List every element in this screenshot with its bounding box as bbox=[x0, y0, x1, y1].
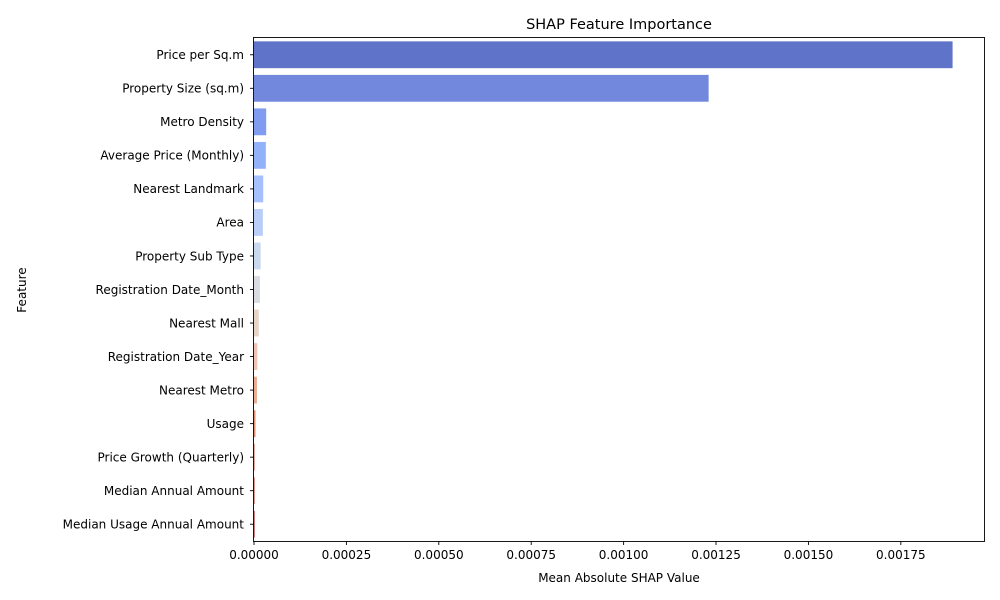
y-tick-label: Nearest Landmark bbox=[133, 182, 244, 196]
y-tick-label: Average Price (Monthly) bbox=[100, 149, 244, 163]
y-tick-label: Registration Date_Month bbox=[96, 283, 244, 297]
x-axis-title: Mean Absolute SHAP Value bbox=[538, 571, 700, 585]
x-tick-label: 0.00000 bbox=[229, 548, 279, 562]
bar-14 bbox=[254, 510, 255, 538]
y-tick-label: Price per Sq.m bbox=[156, 48, 244, 62]
y-tick-labels: Price per Sq.m Property Size (sq.m) Metro … bbox=[63, 48, 254, 532]
x-tick-label: 0.00050 bbox=[414, 548, 464, 562]
y-tick-label: Usage bbox=[207, 417, 244, 431]
y-tick-label: Property Size (sq.m) bbox=[122, 82, 244, 96]
y-axis-title: Feature bbox=[15, 267, 29, 312]
chart-title: SHAP Feature Importance bbox=[526, 17, 712, 33]
y-tick-label: Median Usage Annual Amount bbox=[63, 518, 245, 532]
plot-frame bbox=[253, 37, 985, 542]
bar-8 bbox=[254, 309, 259, 337]
x-tick-label: 0.00075 bbox=[506, 548, 556, 562]
y-tick-label: Registration Date_Year bbox=[108, 350, 244, 364]
y-tick-label: Metro Density bbox=[160, 115, 244, 129]
bar-12 bbox=[254, 443, 255, 471]
bar-9 bbox=[254, 343, 258, 370]
bar-10 bbox=[254, 376, 257, 404]
y-tick-label: Price Growth (Quarterly) bbox=[98, 450, 245, 464]
bar-6 bbox=[254, 242, 261, 270]
x-tick-label: 0.00150 bbox=[784, 548, 834, 562]
y-tick-label: Median Annual Amount bbox=[104, 484, 244, 498]
bar-0 bbox=[254, 41, 953, 69]
y-tick-label: Area bbox=[216, 216, 244, 230]
bar-1 bbox=[254, 74, 709, 102]
x-tick-label: 0.00175 bbox=[876, 548, 926, 562]
y-tick-label: Property Sub Type bbox=[135, 249, 244, 263]
bar-7 bbox=[254, 276, 260, 303]
y-tick-label: Nearest Mall bbox=[169, 316, 244, 330]
bar-2 bbox=[254, 108, 267, 136]
bar-3 bbox=[254, 141, 266, 169]
x-tick-label: 0.00025 bbox=[322, 548, 372, 562]
bar-5 bbox=[254, 209, 263, 236]
bar-13 bbox=[254, 477, 255, 505]
bar-4 bbox=[254, 175, 264, 203]
bars-group bbox=[254, 41, 953, 538]
x-tick-label: 0.00125 bbox=[691, 548, 741, 562]
x-ticks: 0.00000 0.00025 0.00050 0.00075 0.00100 0.001… bbox=[229, 541, 926, 562]
x-tick-label: 0.00100 bbox=[599, 548, 649, 562]
y-tick-label: Nearest Metro bbox=[159, 383, 244, 397]
bar-11 bbox=[254, 410, 256, 438]
